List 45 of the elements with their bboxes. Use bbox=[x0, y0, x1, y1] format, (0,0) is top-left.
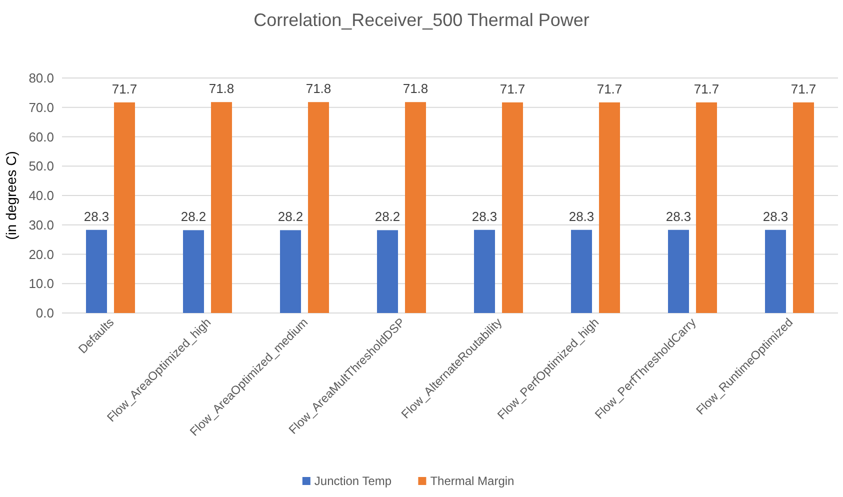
data-label: 28.2 bbox=[180, 209, 206, 224]
y-tick-label: 30.0 bbox=[28, 217, 54, 232]
bar bbox=[377, 230, 398, 313]
bar bbox=[183, 230, 204, 313]
y-tick-label: 20.0 bbox=[28, 246, 54, 262]
bar bbox=[474, 230, 495, 313]
bar bbox=[211, 102, 232, 313]
legend-label: Junction Temp bbox=[314, 474, 392, 488]
data-label: 28.3 bbox=[84, 208, 110, 224]
y-tick-label: 40.0 bbox=[28, 188, 54, 203]
bar bbox=[765, 230, 786, 313]
bar bbox=[793, 102, 814, 313]
data-label: 71.7 bbox=[790, 81, 816, 96]
data-label: 71.8 bbox=[306, 81, 332, 96]
data-label: 71.7 bbox=[500, 81, 526, 96]
y-tick-label: 10.0 bbox=[28, 276, 54, 292]
y-tick-label: 0.0 bbox=[36, 306, 54, 320]
y-axis-title: (in degrees C) bbox=[3, 151, 19, 240]
bar bbox=[668, 230, 689, 313]
bar bbox=[405, 102, 426, 313]
y-tick-label: 80.0 bbox=[28, 70, 54, 86]
data-label: 71.7 bbox=[596, 81, 622, 96]
bar bbox=[571, 230, 592, 313]
y-tick-label: 60.0 bbox=[28, 129, 54, 144]
data-label: 28.3 bbox=[762, 208, 788, 224]
data-label: 28.3 bbox=[568, 208, 594, 224]
data-label: 71.8 bbox=[402, 81, 428, 96]
bar bbox=[599, 102, 620, 313]
data-label: 28.3 bbox=[472, 208, 498, 224]
data-label: 28.2 bbox=[278, 209, 304, 224]
y-tick-label: 70.0 bbox=[28, 100, 54, 115]
data-label: 71.8 bbox=[208, 81, 234, 96]
data-label: 28.3 bbox=[666, 208, 692, 224]
data-label: 71.7 bbox=[694, 81, 720, 96]
legend-label: Thermal Margin bbox=[430, 474, 514, 488]
chart-title: Correlation_Receiver_500 Thermal Power bbox=[254, 10, 590, 30]
bar bbox=[86, 230, 107, 313]
bar bbox=[280, 230, 301, 313]
y-tick-label: 50.0 bbox=[28, 158, 54, 174]
bar bbox=[502, 102, 523, 313]
data-label: 28.2 bbox=[374, 209, 400, 224]
bar bbox=[114, 102, 135, 313]
data-label: 71.7 bbox=[112, 81, 138, 96]
bar bbox=[308, 102, 329, 313]
bar bbox=[696, 102, 717, 313]
